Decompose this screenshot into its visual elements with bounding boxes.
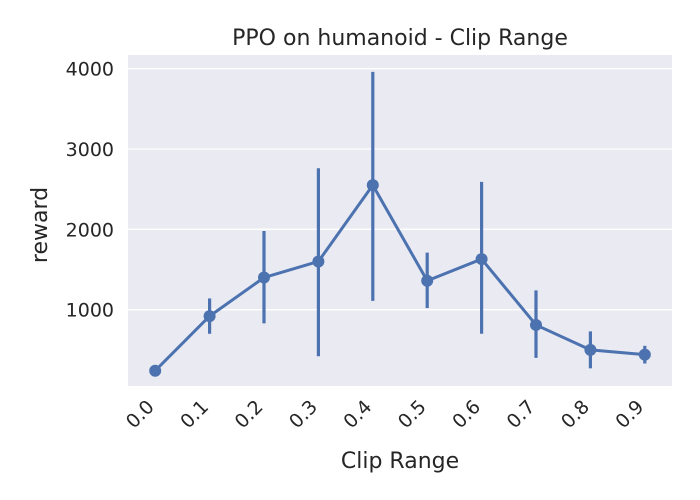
x-tick-label: 0.4 <box>339 396 376 433</box>
y-tick-label: 3000 <box>66 139 114 161</box>
x-tick-label: 0.1 <box>176 396 213 433</box>
data-point <box>203 310 216 323</box>
x-tick-labels: 0.0 0.1 0.2 0.3 0.4 0.5 0.6 0.7 0.8 0.9 <box>122 396 649 433</box>
x-tick-label: 0.0 <box>122 396 159 433</box>
plot-background <box>128 55 672 386</box>
y-tick-label: 1000 <box>66 300 114 322</box>
chart-title: PPO on humanoid - Clip Range <box>232 26 568 51</box>
data-points <box>149 179 651 377</box>
y-tick-label: 2000 <box>66 219 114 241</box>
x-tick-label: 0.9 <box>611 396 648 433</box>
x-tick-label: 0.5 <box>394 396 431 433</box>
data-point <box>638 348 651 361</box>
x-tick-label: 0.3 <box>285 396 322 433</box>
series-line <box>153 183 647 373</box>
data-point <box>258 271 270 284</box>
y-axis-label: reward <box>28 187 53 263</box>
data-point <box>475 253 488 266</box>
x-tick-label: 0.8 <box>557 396 594 433</box>
x-tick-label: 0.7 <box>503 396 540 433</box>
x-axis-label: Clip Range <box>341 449 459 474</box>
data-point <box>366 179 379 192</box>
y-tick-labels: 1000 2000 3000 4000 <box>66 59 114 322</box>
data-point <box>584 343 597 356</box>
data-point <box>421 274 434 287</box>
data-point <box>530 318 542 331</box>
x-tick-label: 0.2 <box>231 396 268 433</box>
data-point <box>149 364 162 377</box>
y-tick-label: 4000 <box>66 59 114 81</box>
x-tick-label: 0.6 <box>448 396 485 433</box>
series-lines <box>153 183 647 373</box>
data-point <box>312 255 325 268</box>
